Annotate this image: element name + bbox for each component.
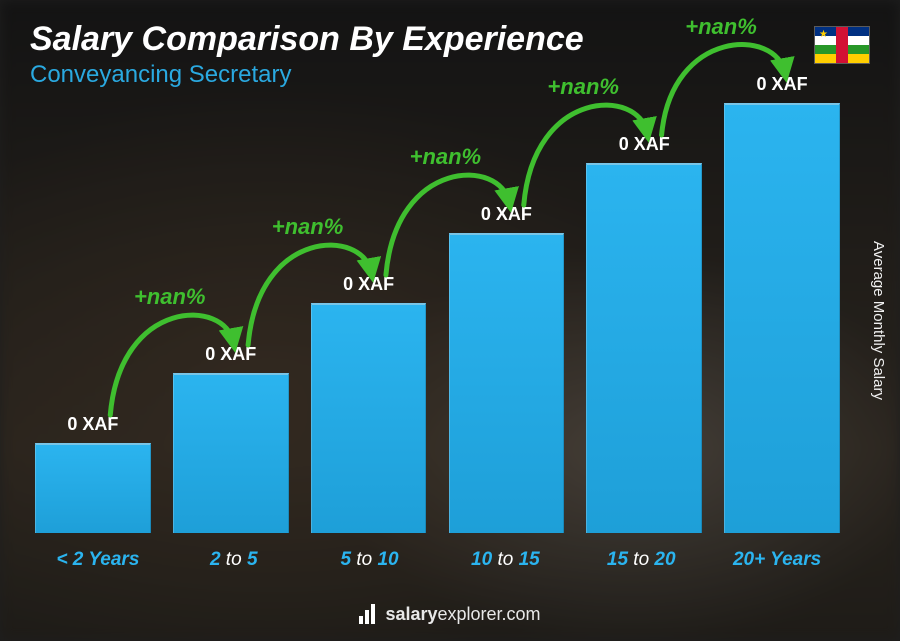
bar-slot: 0 XAF (306, 274, 432, 533)
bar-value-label: 0 XAF (67, 414, 118, 435)
footer-rest: explorer.com (438, 604, 541, 624)
bar (724, 103, 840, 533)
bar-slot: 0 XAF (581, 134, 707, 533)
bar-value-label: 0 XAF (619, 134, 670, 155)
x-axis-label: 15 to 20 (573, 549, 709, 571)
x-axis-label: 5 to 10 (302, 549, 438, 571)
bar-slot: 0 XAF (443, 204, 569, 533)
y-axis-label-wrap: Average Monthly Salary (868, 0, 888, 641)
x-axis-label: 20+ Years (709, 549, 845, 571)
bars-row: 0 XAF0 XAF0 XAF0 XAF0 XAF0 XAF (30, 110, 845, 533)
chart-area: 0 XAF0 XAF0 XAF0 XAF0 XAF0 XAF < 2 Years… (30, 110, 845, 571)
bar (449, 233, 565, 533)
bar-slot: 0 XAF (719, 74, 845, 533)
bar-value-label: 0 XAF (757, 74, 808, 95)
x-axis-label: 2 to 5 (166, 549, 302, 571)
bar (586, 163, 702, 533)
chart-container: Salary Comparison By Experience Conveyan… (0, 0, 900, 641)
bar-slot: 0 XAF (168, 344, 294, 533)
bar-value-label: 0 XAF (205, 344, 256, 365)
flag-icon: ★ (814, 26, 870, 64)
x-axis-label: 10 to 15 (437, 549, 573, 571)
bar (35, 443, 151, 533)
bar-value-label: 0 XAF (343, 274, 394, 295)
footer: salaryexplorer.com (0, 604, 900, 630)
x-axis-label: < 2 Years (30, 549, 166, 571)
footer-bold: salary (385, 604, 437, 624)
x-axis-labels: < 2 Years2 to 55 to 1010 to 1515 to 2020… (30, 549, 845, 571)
logo-bars-icon (359, 604, 379, 624)
footer-logo: salaryexplorer.com (359, 604, 540, 625)
bar-slot: 0 XAF (30, 414, 156, 533)
y-axis-label: Average Monthly Salary (870, 241, 887, 400)
bar (311, 303, 427, 533)
bar (173, 373, 289, 533)
chart-title: Salary Comparison By Experience (30, 20, 870, 59)
footer-text: salaryexplorer.com (385, 604, 540, 625)
bar-value-label: 0 XAF (481, 204, 532, 225)
